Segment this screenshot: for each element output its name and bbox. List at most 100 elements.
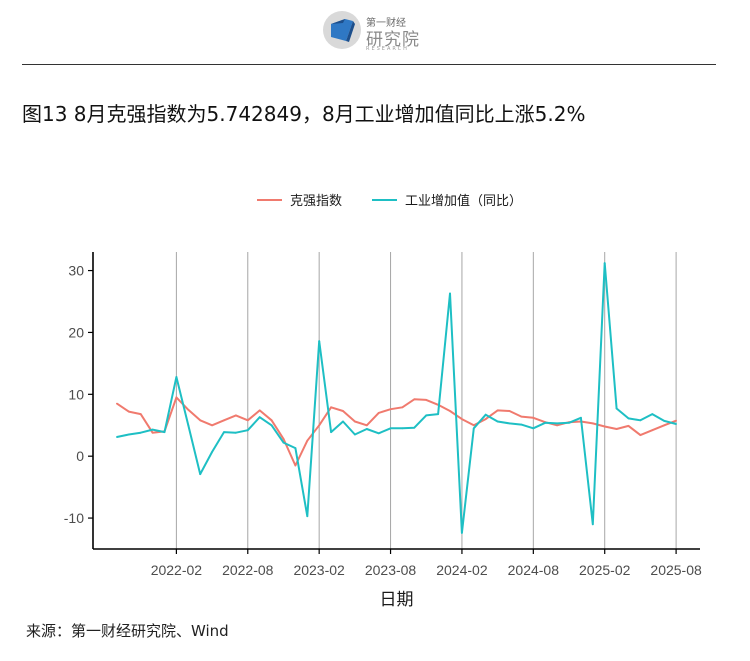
data-point-series-1: [175, 396, 178, 399]
data-point-series-1: [270, 419, 273, 422]
x-axis-title: 日期: [380, 590, 414, 610]
data-point-series-2: [508, 422, 511, 425]
data-point-series-1: [520, 415, 523, 418]
data-point-series-2: [365, 428, 368, 430]
data-point-series-2: [116, 436, 118, 438]
data-point-series-1: [413, 398, 416, 401]
data-point-series-1: [306, 439, 309, 442]
data-point-series-2: [544, 421, 547, 424]
data-point-series-2: [175, 376, 178, 378]
data-point-series-1: [508, 410, 511, 412]
data-point-series-1: [235, 414, 237, 417]
data-point-series-1: [294, 464, 297, 467]
data-point-series-2: [532, 427, 535, 430]
data-point-series-2: [496, 420, 499, 423]
x-tick-label: 2022-08: [222, 562, 274, 578]
data-point-series-2: [461, 532, 463, 534]
data-point-series-1: [401, 406, 404, 409]
series-line-1: [116, 396, 677, 467]
data-point-series-2: [603, 262, 606, 264]
data-point-series-1: [282, 438, 285, 440]
data-point-series-1: [532, 416, 535, 419]
data-point-series-1: [425, 399, 428, 401]
data-point-series-2: [258, 416, 261, 419]
x-tick-label: 2022-02: [151, 562, 203, 578]
data-point-series-1: [556, 424, 558, 427]
data-point-series-1: [199, 419, 202, 422]
data-point-series-1: [246, 419, 249, 422]
data-point-series-2: [639, 419, 642, 422]
y-tick-label: 0: [76, 448, 84, 464]
data-point-series-2: [246, 429, 249, 432]
logo-small-text: 第一财经: [366, 18, 406, 29]
data-point-series-1: [627, 425, 630, 427]
data-point-series-1: [675, 419, 677, 422]
data-point-series-2: [127, 433, 130, 436]
data-point-series-2: [556, 422, 558, 425]
data-point-series-1: [342, 410, 344, 412]
data-point-series-2: [449, 292, 451, 295]
data-point-series-2: [425, 414, 428, 417]
data-point-series-1: [651, 429, 654, 432]
data-point-series-2: [615, 407, 618, 410]
y-tick-label: 30: [68, 263, 84, 279]
data-point-series-2: [270, 424, 273, 427]
data-point-series-2: [675, 423, 677, 425]
data-point-series-2: [139, 431, 142, 434]
data-point-series-2: [163, 431, 166, 433]
data-point-series-1: [258, 409, 261, 412]
data-point-series-2: [223, 431, 225, 433]
data-point-series-2: [377, 432, 380, 435]
data-point-series-2: [235, 431, 237, 434]
data-point-series-2: [580, 416, 582, 419]
data-point-series-2: [306, 515, 309, 518]
data-point-series-1: [449, 410, 451, 412]
logo-book-icon: [323, 11, 361, 49]
y-tick-label: 10: [68, 386, 84, 402]
data-point-series-1: [461, 418, 463, 420]
x-tick-label: 2023-08: [365, 562, 417, 578]
data-point-series-1: [223, 419, 225, 422]
data-point-series-2: [354, 433, 356, 436]
data-point-series-2: [663, 420, 666, 422]
data-point-series-1: [127, 410, 130, 413]
data-point-series-2: [520, 423, 523, 426]
data-point-series-1: [365, 424, 368, 427]
data-point-series-1: [389, 408, 392, 411]
data-point-series-2: [389, 427, 392, 430]
legend-label-2: 工业增加值（同比）: [405, 193, 522, 209]
data-point-series-1: [187, 408, 190, 411]
logo-big-text: 研究院: [366, 30, 420, 50]
data-point-series-1: [603, 425, 606, 428]
data-point-series-1: [639, 434, 642, 436]
data-point-series-1: [318, 424, 321, 427]
data-point-series-1: [211, 424, 214, 427]
source-note: 来源：第一财经研究院、Wind: [26, 622, 229, 640]
data-point-series-2: [627, 417, 630, 420]
data-point-series-2: [651, 413, 654, 415]
series-line-2: [116, 262, 677, 534]
y-tick-label: 20: [68, 324, 84, 340]
logo: 第一财经 研究院 RESEARCH: [322, 8, 432, 52]
header-divider: [22, 64, 716, 65]
data-point-series-1: [330, 406, 332, 409]
x-tick-label: 2025-02: [579, 562, 631, 578]
data-point-series-2: [330, 431, 332, 433]
data-point-series-2: [484, 413, 487, 416]
data-point-series-2: [294, 447, 297, 449]
data-point-series-2: [342, 420, 344, 423]
data-point-series-2: [591, 523, 594, 526]
figure-title: 图13 8月克强指数为5.742849，8月工业增加值同比上涨5.2%: [22, 102, 586, 126]
data-point-series-2: [187, 424, 190, 427]
data-point-series-1: [377, 412, 380, 414]
data-point-series-2: [318, 340, 321, 342]
x-tick-label: 2024-02: [436, 562, 488, 578]
data-point-series-2: [151, 428, 154, 431]
data-point-series-2: [568, 421, 570, 424]
data-point-series-1: [139, 413, 142, 415]
data-point-series-2: [401, 427, 404, 430]
data-point-series-2: [472, 427, 475, 430]
data-point-series-1: [484, 418, 487, 420]
y-tick-label: -10: [64, 510, 84, 526]
